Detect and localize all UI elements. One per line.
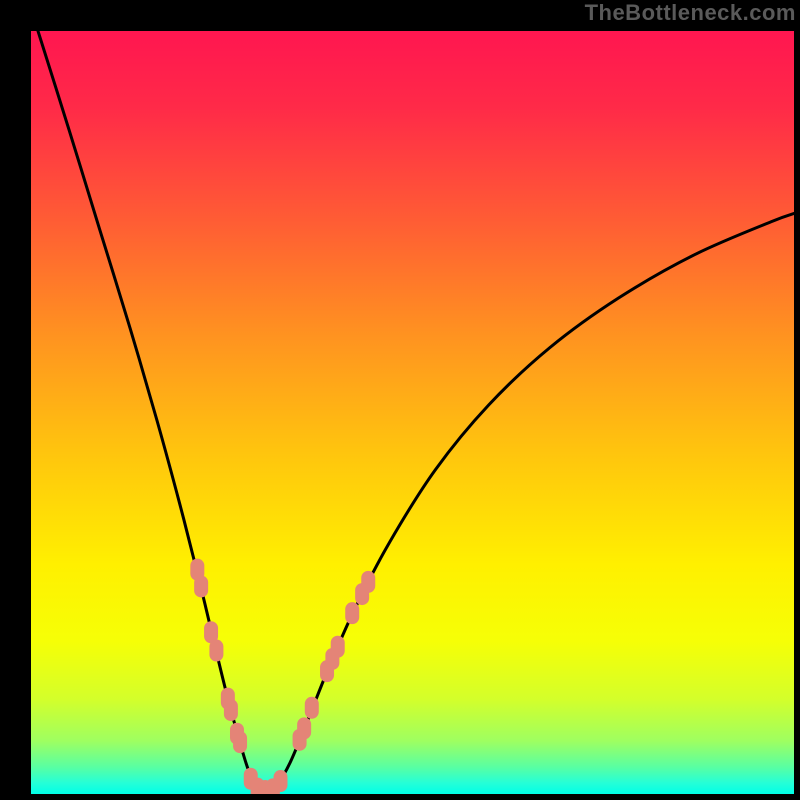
data-marker: [194, 575, 208, 597]
data-marker: [305, 697, 319, 719]
data-marker: [274, 770, 288, 792]
chart-container: TheBottleneck.com: [0, 0, 800, 800]
data-marker: [331, 636, 345, 658]
plot-background: [31, 31, 794, 794]
data-marker: [297, 717, 311, 739]
attribution-label: TheBottleneck.com: [585, 0, 796, 26]
data-marker: [345, 602, 359, 624]
bottleneck-chart: [0, 0, 800, 800]
data-marker: [209, 640, 223, 662]
data-marker: [361, 571, 375, 593]
data-marker: [224, 699, 238, 721]
data-marker: [233, 731, 247, 753]
